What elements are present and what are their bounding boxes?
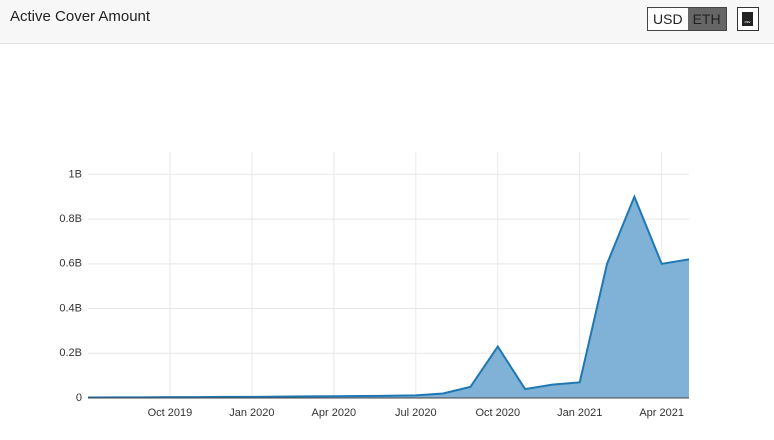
x-tick-label: Jan 2020	[229, 407, 274, 419]
x-tick-label: Oct 2019	[148, 407, 193, 419]
x-tick-label: Apr 2021	[639, 407, 684, 419]
y-tick-label: 1B	[69, 168, 82, 180]
y-tick-label: 0.8B	[59, 213, 82, 225]
header: Active Cover Amount USD ETH csv	[0, 0, 774, 44]
x-tick-label: Jan 2021	[557, 407, 602, 419]
x-tick-label: Jul 2020	[395, 407, 437, 419]
x-tick-label: Oct 2020	[475, 407, 520, 419]
y-tick-label: 0.6B	[59, 258, 82, 270]
chart: 0 0.2B 0.4B 0.6B 0.8B 1B Oct 2019 Jan 2020 Apr 2…	[59, 152, 690, 419]
area	[88, 196, 689, 398]
csv-icon: csv	[742, 12, 753, 26]
title: Active Cover Amount	[10, 8, 151, 25]
x-tick-label: Apr 2020	[312, 407, 357, 419]
line	[87, 194, 690, 399]
csv-download[interactable]: csv	[737, 7, 759, 31]
currency-toggle: USD ETH	[647, 7, 727, 31]
y-tick-label: 0.4B	[59, 302, 82, 314]
y-tick-label: 0.2B	[59, 347, 82, 359]
eth-button[interactable]: ETH	[687, 8, 726, 30]
usd-button[interactable]: USD	[648, 8, 688, 30]
y-tick-label: 0	[76, 392, 82, 404]
